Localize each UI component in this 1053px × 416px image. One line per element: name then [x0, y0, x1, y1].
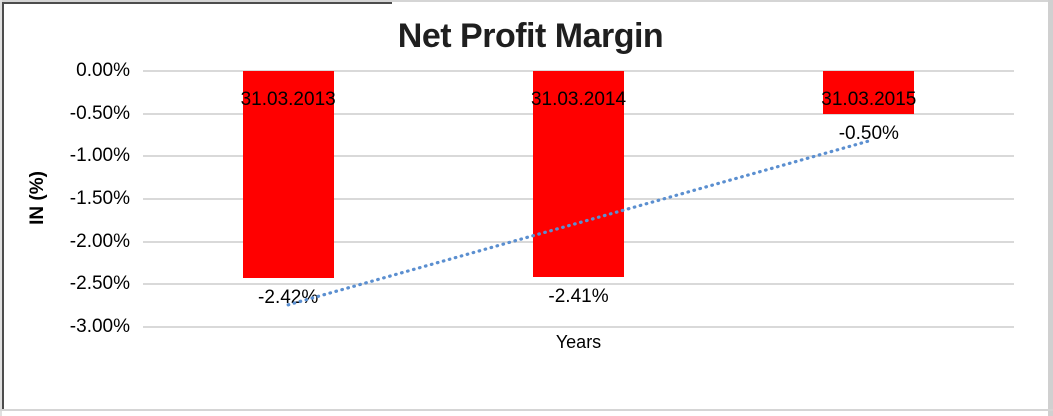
y-tick-label: -1.00% [69, 145, 130, 167]
frame-edge-left [0, 0, 2, 416]
gridline [143, 326, 1014, 328]
y-tick-label: -1.50% [69, 188, 130, 209]
y-tick-label: -0.50% [69, 102, 130, 124]
chart-title: Net Profit Margin [397, 17, 664, 55]
value-label: -2.41% [548, 285, 609, 307]
y-tick-label: 0.00% [76, 60, 130, 81]
frame-edge-right [1048, 0, 1053, 416]
frame-edge-top [0, 0, 1053, 2]
value-label: -0.50% [838, 122, 899, 144]
frame-edge-left-dark [2, 2, 4, 411]
x-axis-title: Years [555, 332, 602, 352]
y-tick-label: -2.50% [69, 273, 130, 295]
y-tick-label: -3.00% [69, 316, 130, 337]
bar-31.03.2015 [823, 71, 915, 114]
value-label: -2.42% [258, 286, 319, 308]
category-label: 31.03.2015 [821, 89, 917, 110]
frame-edge-top-dark [2, 2, 392, 4]
category-label: 31.03.2013 [240, 89, 336, 110]
category-label: 31.03.2014 [530, 89, 627, 110]
y-tick-label: -2.00% [69, 230, 130, 252]
frame-edge-bottom [0, 409, 1053, 411]
